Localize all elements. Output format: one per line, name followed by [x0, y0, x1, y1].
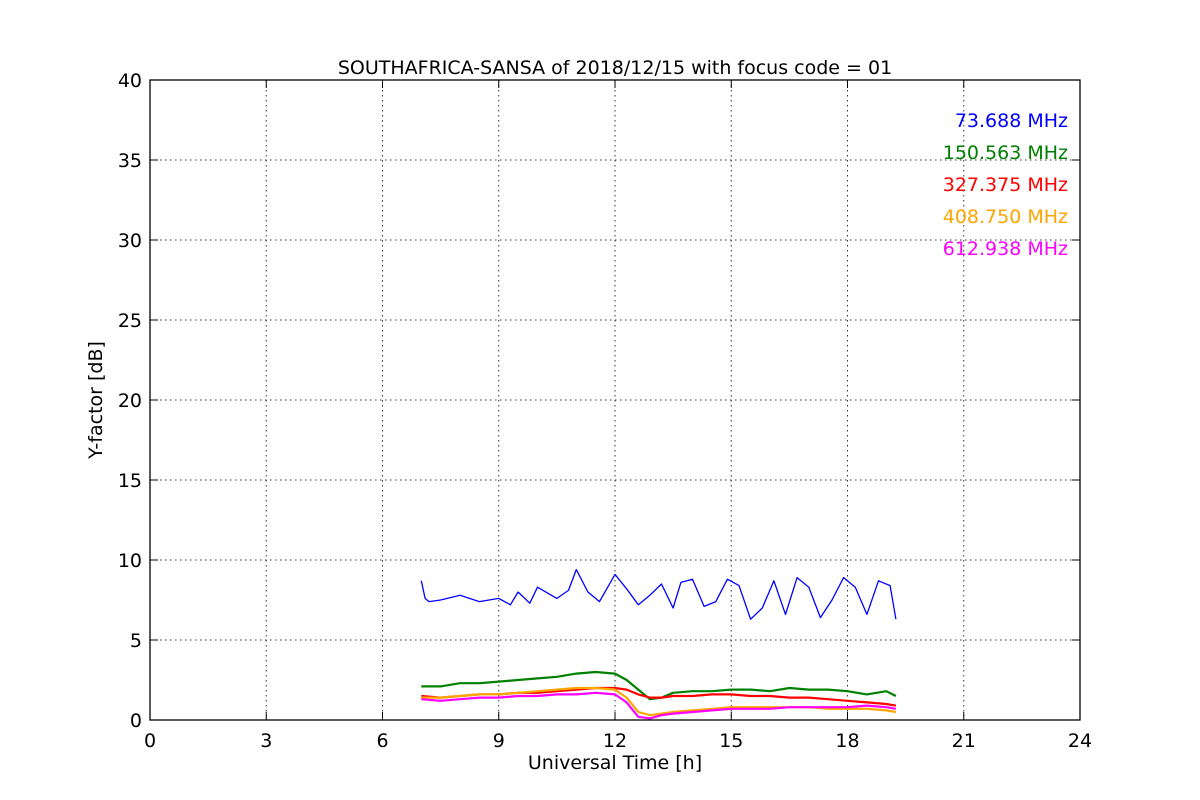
- x-tick-label: 6: [376, 730, 388, 752]
- x-tick-label: 9: [493, 730, 505, 752]
- legend-entry: 327.375 MHz: [943, 174, 1068, 196]
- y-tick-label: 30: [118, 230, 142, 252]
- series-line: [420, 568, 897, 620]
- legend: 73.688 MHz 150.563 MHz 327.375 MHz 408.750 …: [943, 110, 1068, 260]
- axis-ticks: 0 3 6 9 12 15 18 21 24 0 5 10 15 20 25 30 35 40: [118, 70, 1092, 752]
- x-tick-label: 3: [260, 730, 272, 752]
- y-tick-label: 10: [118, 550, 142, 572]
- y-tick-label: 20: [118, 390, 142, 412]
- y-axis-label: Y-factor [dB]: [85, 341, 107, 460]
- legend-entry: 73.688 MHz: [955, 110, 1068, 132]
- legend-entry: 612.938 MHz: [943, 238, 1068, 260]
- x-tick-label: 0: [144, 730, 156, 752]
- legend-entry: 150.563 MHz: [943, 142, 1068, 164]
- grid: [150, 80, 1080, 720]
- x-tick-label: 24: [1068, 730, 1092, 752]
- chart-title: SOUTHAFRICA-SANSA of 2018/12/15 with foc…: [338, 57, 892, 79]
- y-tick-label: 35: [118, 150, 142, 172]
- y-tick-label: 25: [118, 310, 142, 332]
- y-tick-label: 0: [130, 710, 142, 732]
- x-tick-label: 21: [952, 730, 976, 752]
- y-tick-label: 40: [118, 70, 142, 92]
- y-tick-label: 15: [118, 470, 142, 492]
- x-axis-label: Universal Time [h]: [528, 752, 702, 774]
- series-line: [421, 691, 897, 720]
- x-tick-label: 12: [603, 730, 627, 752]
- series-lines: [420, 568, 897, 720]
- x-tick-label: 15: [719, 730, 743, 752]
- y-tick-label: 5: [130, 630, 142, 652]
- legend-entry: 408.750 MHz: [943, 206, 1068, 228]
- x-tick-label: 18: [835, 730, 859, 752]
